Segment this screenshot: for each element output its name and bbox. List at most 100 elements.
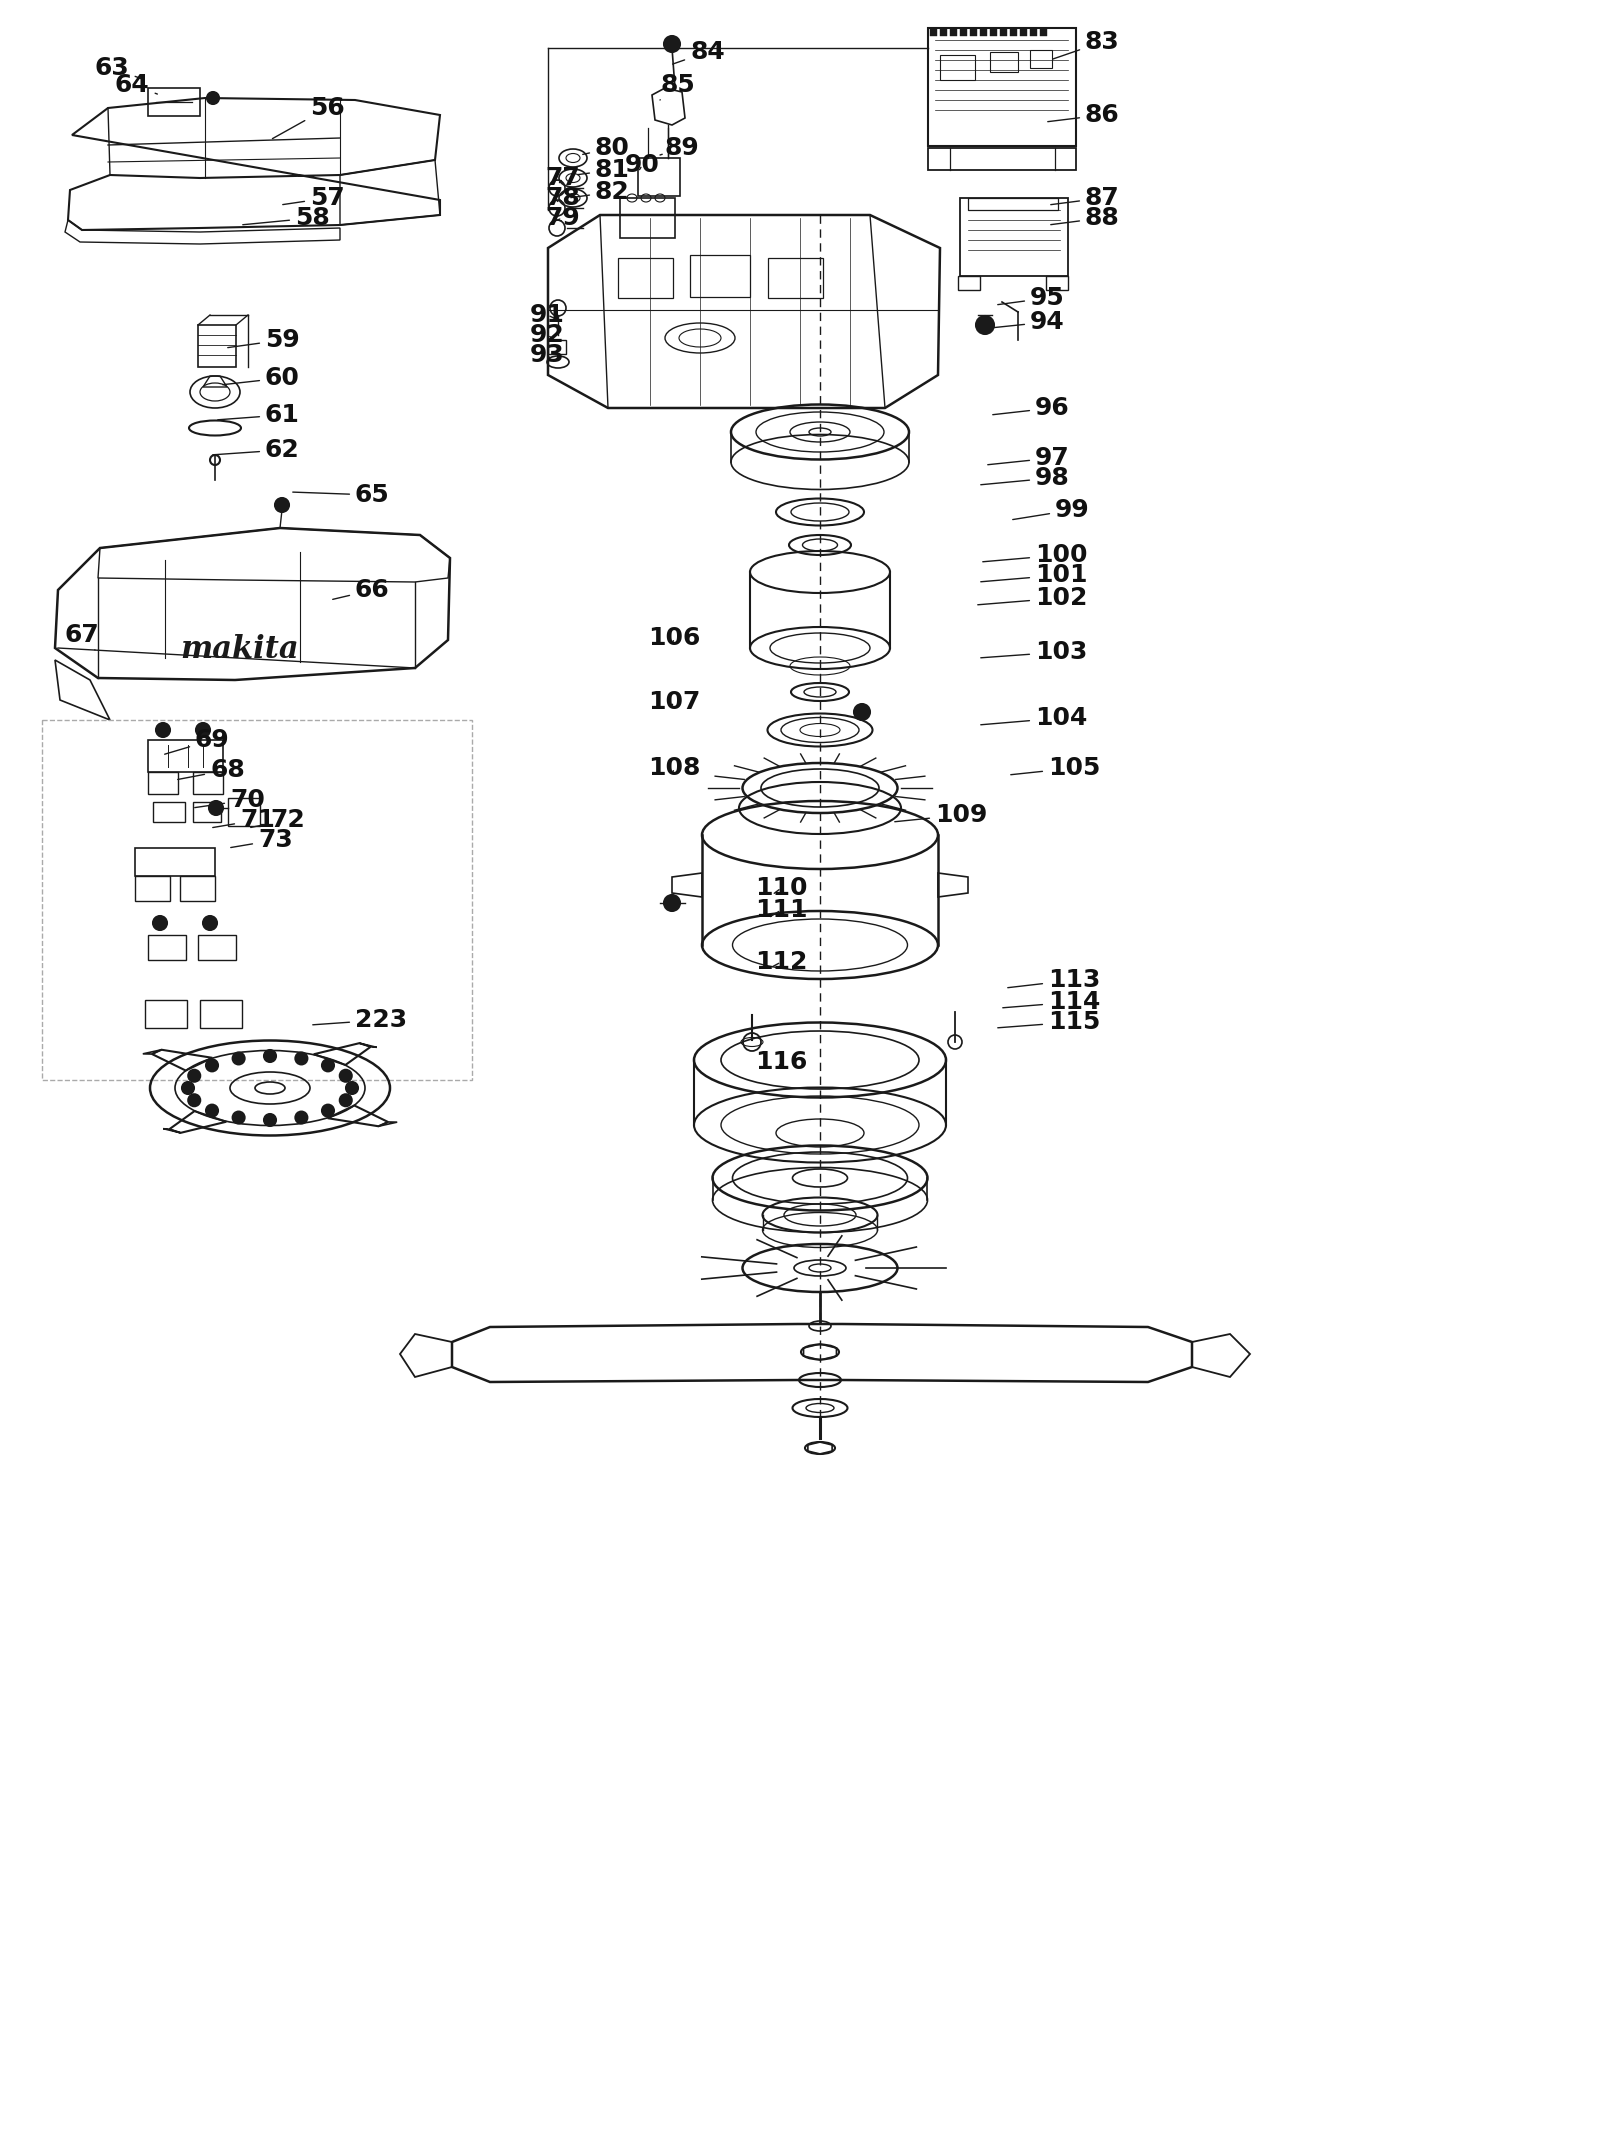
Text: 64: 64	[115, 73, 157, 97]
Text: 107: 107	[648, 689, 701, 713]
Bar	[621, 198, 675, 237]
Text: 58: 58	[243, 207, 330, 230]
Text: 103: 103	[981, 640, 1088, 663]
Bar	[146, 999, 187, 1027]
Bar	[1030, 50, 1053, 69]
Circle shape	[264, 1114, 277, 1127]
Text: 70: 70	[195, 788, 266, 812]
Text: 101: 101	[981, 562, 1088, 588]
Bar	[147, 771, 178, 795]
Circle shape	[976, 317, 994, 334]
Circle shape	[206, 1105, 218, 1116]
Text: 69: 69	[165, 728, 230, 754]
Bar	[147, 88, 200, 116]
Text: 68: 68	[178, 758, 245, 782]
Bar	[1010, 28, 1018, 37]
Bar	[198, 935, 237, 961]
Text: 94: 94	[992, 310, 1064, 334]
Text: 65: 65	[293, 482, 390, 506]
Text: 109: 109	[894, 803, 987, 827]
Bar	[968, 198, 1058, 209]
Text: 60: 60	[222, 366, 299, 390]
Text: 113: 113	[1008, 967, 1101, 993]
Circle shape	[203, 915, 218, 931]
Text: 114: 114	[1003, 991, 1101, 1015]
Bar	[1021, 28, 1027, 37]
Circle shape	[195, 724, 210, 737]
Circle shape	[232, 1111, 245, 1124]
Text: 111: 111	[755, 898, 808, 922]
Bar	[194, 771, 222, 795]
Circle shape	[189, 1094, 200, 1107]
Bar	[638, 157, 680, 196]
Bar	[134, 849, 214, 877]
Text: 78: 78	[546, 185, 579, 209]
Bar	[690, 254, 750, 297]
Bar	[198, 325, 237, 366]
Text: 61: 61	[218, 403, 299, 426]
Text: 116: 116	[755, 1049, 808, 1075]
Text: 82: 82	[571, 181, 630, 205]
Bar	[941, 28, 947, 37]
Text: 73: 73	[230, 827, 293, 853]
Text: 81: 81	[578, 157, 630, 181]
Text: 80: 80	[582, 136, 630, 159]
Circle shape	[275, 498, 290, 513]
Circle shape	[296, 1111, 307, 1124]
Bar	[960, 198, 1069, 276]
Text: 77: 77	[546, 166, 579, 190]
Bar	[200, 999, 242, 1027]
Text: 223: 223	[312, 1008, 406, 1032]
Bar	[990, 28, 997, 37]
Text: 93: 93	[530, 342, 565, 366]
Bar	[950, 28, 957, 37]
Text: 87: 87	[1051, 185, 1120, 209]
Text: 97: 97	[987, 446, 1070, 470]
Circle shape	[322, 1105, 334, 1116]
Bar	[960, 28, 966, 37]
Text: 67: 67	[66, 623, 99, 651]
Bar	[194, 801, 221, 823]
Text: 84: 84	[672, 41, 725, 65]
Bar	[42, 719, 472, 1079]
Bar	[970, 28, 978, 37]
Circle shape	[664, 37, 680, 52]
Bar	[134, 877, 170, 900]
Text: 100: 100	[982, 543, 1088, 567]
Text: makita: makita	[181, 635, 299, 666]
Text: 72: 72	[251, 808, 304, 831]
Text: 106: 106	[648, 627, 701, 651]
Bar	[930, 28, 938, 37]
Bar	[154, 801, 186, 823]
Circle shape	[157, 724, 170, 737]
Text: 98: 98	[981, 465, 1070, 489]
Text: 79: 79	[546, 207, 579, 230]
Circle shape	[154, 915, 166, 931]
Bar	[1030, 28, 1037, 37]
Circle shape	[206, 1060, 218, 1071]
Text: 63: 63	[94, 56, 142, 80]
Circle shape	[206, 93, 219, 103]
Text: 86: 86	[1048, 103, 1120, 127]
Text: 90: 90	[626, 153, 659, 177]
Bar	[979, 28, 987, 37]
Text: 115: 115	[998, 1010, 1101, 1034]
Text: 59: 59	[227, 327, 299, 351]
Text: 57: 57	[283, 185, 344, 209]
Text: 92: 92	[530, 323, 565, 347]
Bar	[147, 741, 222, 771]
Bar	[618, 258, 674, 297]
Bar	[928, 149, 1075, 170]
Text: 105: 105	[1011, 756, 1101, 780]
Bar	[1000, 28, 1006, 37]
Text: 83: 83	[1053, 30, 1120, 58]
Text: 108: 108	[648, 756, 701, 780]
Circle shape	[339, 1094, 352, 1107]
Text: 85: 85	[661, 73, 694, 99]
Text: 102: 102	[978, 586, 1088, 610]
Circle shape	[296, 1053, 307, 1064]
Text: 89: 89	[661, 136, 699, 159]
Bar	[1040, 28, 1046, 37]
Circle shape	[854, 704, 870, 719]
Circle shape	[182, 1081, 194, 1094]
